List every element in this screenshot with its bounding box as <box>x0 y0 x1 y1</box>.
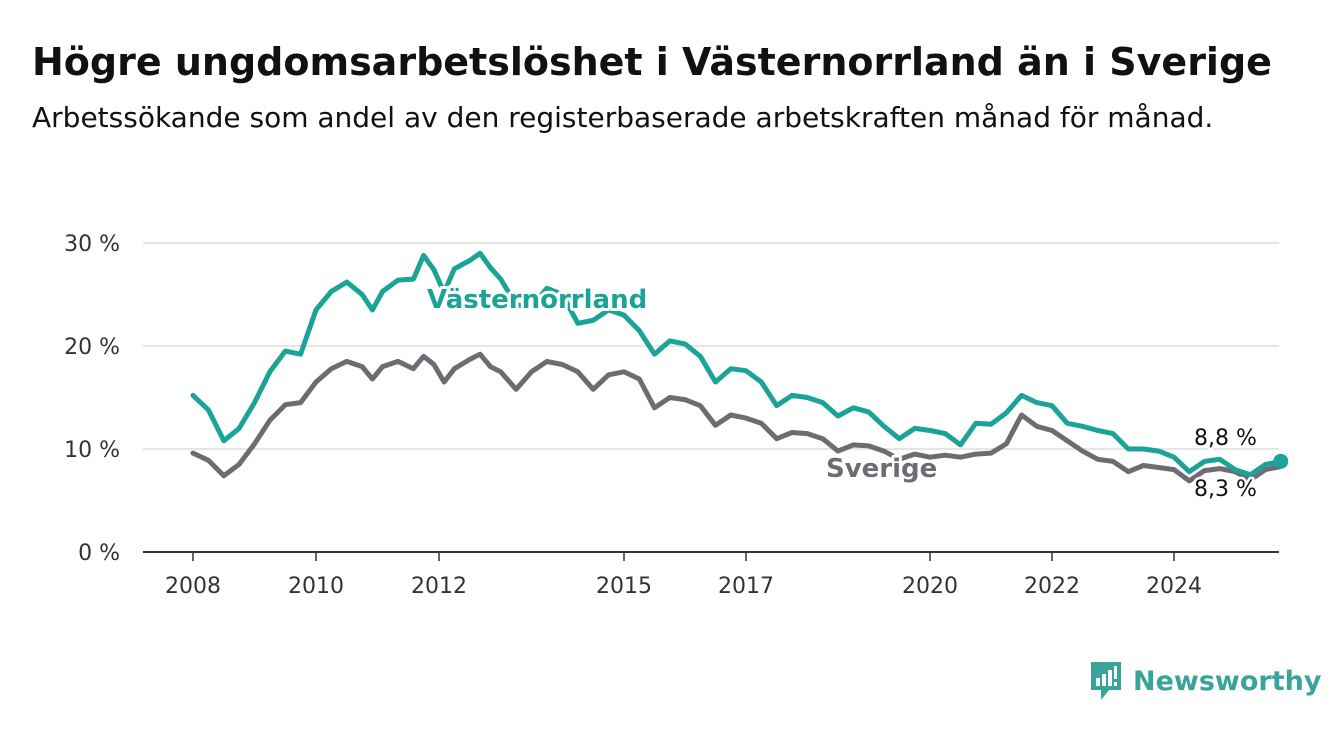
x-tick-label: 2022 <box>1024 574 1080 599</box>
grid-lines <box>143 242 1279 450</box>
chart-subtitle: Arbetssökande som andel av den registerb… <box>32 101 1214 134</box>
x-tick-label: 2017 <box>718 574 774 599</box>
y-tick-label: 0 % <box>78 541 120 566</box>
x-tick-label: 2008 <box>165 574 221 599</box>
axes: 0 % 10 % 20 % 30 % 2008 2010 2012 2015 2017 2020 2… <box>64 232 1279 599</box>
chart-title: Högre ungdomsarbetslöshet i Västernorrla… <box>32 40 1272 84</box>
newsworthy-bar-chart-icon <box>1091 662 1121 700</box>
y-tick-label: 30 % <box>64 232 120 257</box>
x-tick-label: 2020 <box>902 574 958 599</box>
end-label-sverige: 8,3 % <box>1194 477 1257 502</box>
series-lines <box>190 250 1289 484</box>
labels: Västernorrland Sverige 8,8 % 8,3 % <box>424 282 1259 505</box>
end-point-vasternorrland <box>1273 453 1289 469</box>
series-label-sverige: Sverige <box>826 454 937 484</box>
x-tick-label: 2024 <box>1146 574 1202 599</box>
end-label-vasternorrland: 8,8 % <box>1194 426 1257 451</box>
series-label-vasternorrland: Västernorrland <box>427 285 647 315</box>
x-tick-label: 2010 <box>288 574 344 599</box>
series-line-vasternorrland <box>190 250 1284 478</box>
x-tick-label: 2015 <box>596 574 652 599</box>
series-line-sverige <box>190 351 1284 484</box>
y-tick-label: 10 % <box>64 438 120 463</box>
brand-name: Newsworthy <box>1133 665 1322 697</box>
y-tick-label: 20 % <box>64 335 120 360</box>
x-tick-label: 2012 <box>411 574 467 599</box>
newsworthy-logo: Newsworthy <box>1089 660 1321 702</box>
